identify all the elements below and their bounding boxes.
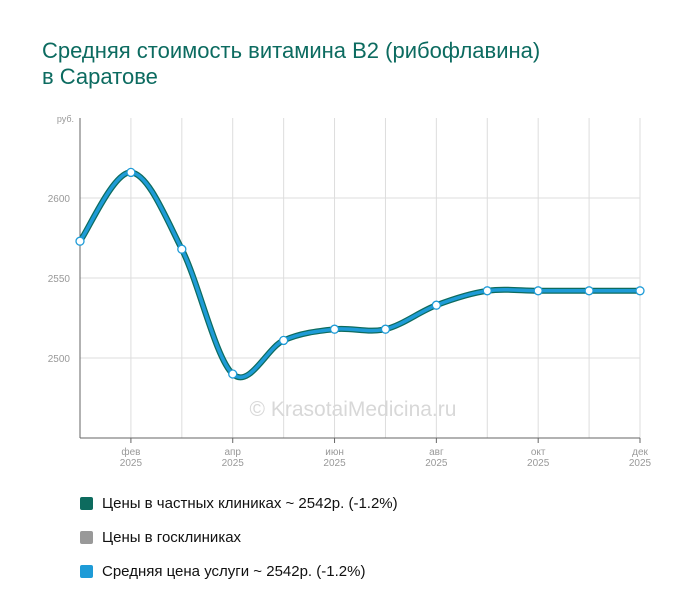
line-chart: 250025502600руб.фев2025апр2025июн2025авг… — [48, 114, 652, 469]
x-tick-year-label: 2025 — [323, 458, 346, 469]
y-tick-label: 2500 — [48, 354, 71, 365]
legend-swatch-public — [80, 530, 93, 544]
legend-swatch-average — [80, 564, 93, 578]
data-point — [329, 324, 340, 334]
x-tick-label: дек — [632, 447, 648, 458]
x-tick-label: фев — [121, 446, 140, 458]
legend-item-average[interactable]: Средняя цена услуги ~ 2542р. (-1.2%) — [80, 554, 398, 588]
chart-title-line1: Средняя стоимость витамина B2 (рибофлави… — [42, 38, 541, 63]
watermark: © KrasotaiMedicina.ru — [250, 398, 457, 421]
y-unit-label: руб. — [57, 114, 74, 124]
x-tick-label: окт — [531, 447, 546, 458]
data-point — [431, 300, 442, 310]
chart-legend: Цены в частных клиниках ~ 2542р. (-1.2%)… — [80, 486, 398, 588]
x-tick-year-label: 2025 — [629, 458, 652, 469]
data-point — [584, 286, 594, 296]
data-point — [228, 369, 238, 379]
data-point — [278, 335, 289, 346]
legend-swatch-private — [80, 496, 93, 510]
legend-item-private[interactable]: Цены в частных клиниках ~ 2542р. (-1.2%) — [80, 486, 398, 520]
x-tick-year-label: 2025 — [425, 458, 448, 469]
legend-item-public[interactable]: Цены в госклиниках — [80, 520, 398, 554]
data-point — [635, 286, 645, 296]
data-point — [75, 236, 85, 246]
x-tick-year-label: 2025 — [527, 458, 550, 469]
data-point — [533, 286, 543, 296]
data-point — [482, 286, 492, 296]
chart-title: Средняя стоимость витамина B2 (рибофлави… — [42, 38, 662, 90]
x-tick-label: авг — [429, 447, 444, 458]
x-tick-label: июн — [325, 447, 344, 458]
legend-label-public: Цены в госклиниках — [102, 528, 242, 546]
chart-title-line2: в Саратове — [42, 64, 158, 89]
data-point — [126, 167, 136, 178]
y-tick-label: 2550 — [48, 274, 71, 285]
x-tick-year-label: 2025 — [222, 458, 245, 469]
series-line-1 — [78, 170, 642, 379]
y-tick-label: 2600 — [48, 194, 71, 205]
data-point — [177, 244, 187, 254]
x-tick-year-label: 2025 — [120, 458, 143, 469]
series-line-0 — [77, 169, 643, 381]
data-point — [380, 324, 391, 334]
legend-label-average: Средняя цена услуги ~ 2542р. (-1.2%) — [102, 562, 366, 580]
x-tick-label: апр — [224, 447, 241, 458]
legend-label-private: Цены в частных клиниках ~ 2542р. (-1.2%) — [102, 494, 398, 512]
